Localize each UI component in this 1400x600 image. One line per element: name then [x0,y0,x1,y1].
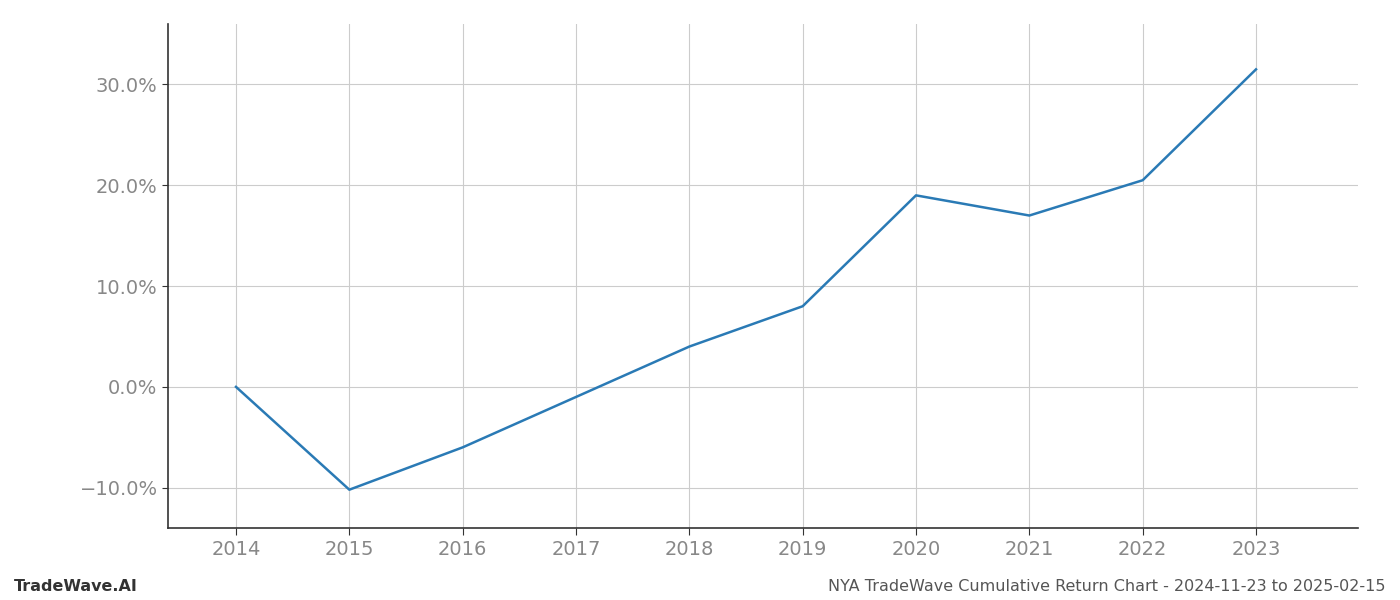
Text: NYA TradeWave Cumulative Return Chart - 2024-11-23 to 2025-02-15: NYA TradeWave Cumulative Return Chart - … [829,579,1386,594]
Text: TradeWave.AI: TradeWave.AI [14,579,137,594]
